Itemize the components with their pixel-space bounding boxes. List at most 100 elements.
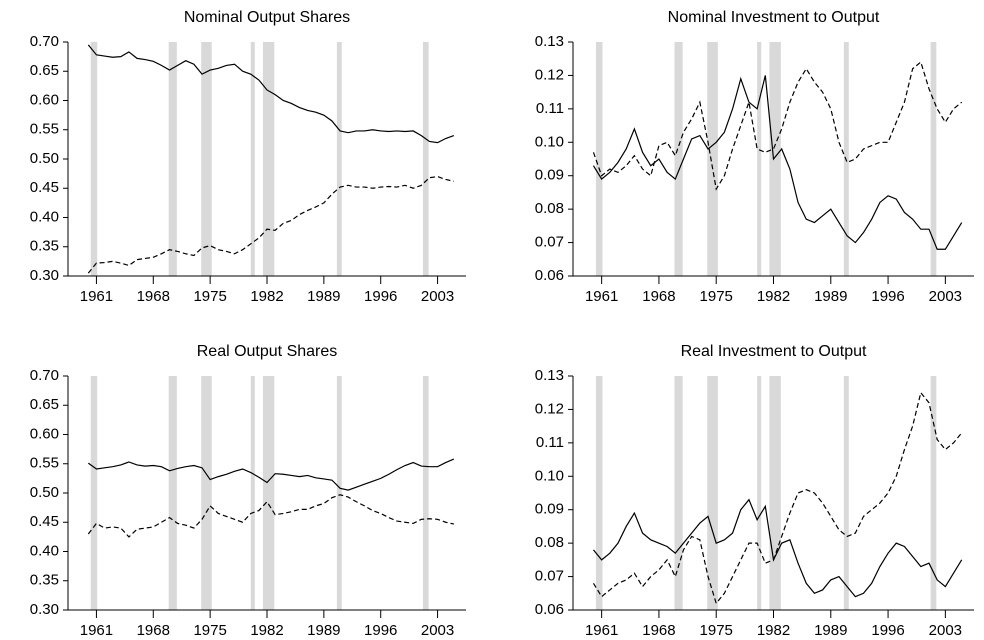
- recession-band: [168, 376, 177, 610]
- x-tick-label: 1975: [193, 622, 226, 639]
- y-tick-label: 0.06: [535, 601, 564, 618]
- recession-band: [595, 376, 603, 610]
- recession-band: [336, 42, 342, 276]
- y-tick-label: 0.60: [30, 425, 59, 442]
- x-tick-label: 1996: [871, 622, 904, 639]
- y-tick-label: 0.10: [535, 133, 564, 150]
- recession-band: [843, 376, 849, 610]
- x-tick-label: 1982: [757, 288, 790, 305]
- recession-band: [250, 376, 255, 610]
- x-tick-label: 1968: [137, 622, 170, 639]
- y-tick-label: 0.12: [535, 66, 564, 83]
- recession-band: [757, 42, 762, 276]
- series-line: [592, 391, 963, 605]
- x-tick-label: 1996: [871, 288, 904, 305]
- recession-band: [262, 376, 275, 610]
- x-tick-label: 1975: [700, 288, 733, 305]
- recession-band: [422, 42, 429, 276]
- y-tick-label: 0.11: [536, 100, 564, 117]
- x-tick-label: 1975: [193, 288, 226, 305]
- y-tick-label: 0.40: [30, 542, 59, 559]
- recession-band: [707, 42, 718, 276]
- y-tick-label: 0.65: [30, 62, 59, 79]
- recession-band: [90, 376, 98, 610]
- y-tick-label: 0.07: [535, 234, 564, 251]
- recession-band: [201, 376, 212, 610]
- y-tick-label: 0.10: [535, 467, 564, 484]
- y-tick-label: 0.70: [30, 367, 59, 384]
- y-tick-label: 0.70: [30, 33, 59, 50]
- chart-title: Nominal Output Shares: [184, 9, 350, 26]
- recession-band: [674, 376, 683, 610]
- recession-band: [336, 376, 342, 610]
- chart-title: Nominal Investment to Output: [668, 9, 880, 26]
- x-tick-label: 2003: [929, 288, 962, 305]
- series-line: [592, 498, 963, 598]
- recession-band: [707, 376, 718, 610]
- x-tick-label: 1982: [250, 622, 283, 639]
- y-tick-label: 0.12: [535, 400, 564, 417]
- x-tick-label: 1968: [642, 288, 675, 305]
- recession-band: [595, 42, 603, 276]
- x-tick-label: 1968: [137, 288, 170, 305]
- y-tick-label: 0.07: [535, 568, 564, 585]
- x-tick-label: 1989: [307, 288, 340, 305]
- y-tick-label: 0.40: [30, 208, 59, 225]
- y-tick-label: 0.08: [535, 200, 564, 217]
- y-tick-label: 0.55: [30, 455, 59, 472]
- recession-band: [168, 42, 177, 276]
- y-tick-label: 0.30: [30, 601, 59, 618]
- x-tick-label: 1982: [757, 622, 790, 639]
- series-line: [87, 175, 454, 274]
- recession-band: [250, 42, 255, 276]
- y-tick-label: 0.06: [535, 267, 564, 284]
- y-tick-label: 0.09: [535, 167, 564, 184]
- chart-title: Real Investment to Output: [681, 343, 867, 360]
- y-tick-label: 0.45: [30, 179, 59, 196]
- recession-band: [422, 376, 429, 610]
- recession-band: [201, 42, 212, 276]
- y-tick-label: 0.60: [30, 91, 59, 108]
- recession-band: [674, 42, 683, 276]
- y-tick-label: 0.45: [30, 513, 59, 530]
- chart-title: Real Output Shares: [197, 343, 338, 360]
- y-tick-label: 0.09: [535, 501, 564, 518]
- x-tick-label: 1989: [814, 288, 847, 305]
- recession-band: [769, 42, 781, 276]
- y-tick-label: 0.50: [30, 484, 59, 501]
- y-tick-label: 0.13: [535, 33, 564, 50]
- x-tick-label: 2003: [421, 288, 454, 305]
- y-tick-label: 0.13: [535, 367, 564, 384]
- x-tick-label: 1975: [700, 622, 733, 639]
- recession-band: [757, 376, 762, 610]
- x-tick-label: 2003: [421, 622, 454, 639]
- x-tick-label: 1989: [814, 622, 847, 639]
- y-tick-label: 0.08: [535, 534, 564, 551]
- y-tick-label: 0.35: [30, 572, 59, 589]
- recession-band: [90, 42, 98, 276]
- x-tick-label: 1961: [80, 622, 113, 639]
- series-line: [87, 494, 454, 538]
- series-line: [592, 61, 963, 191]
- recession-band: [930, 376, 937, 610]
- y-tick-label: 0.50: [30, 150, 59, 167]
- x-tick-label: 1968: [642, 622, 675, 639]
- x-tick-label: 1996: [364, 622, 397, 639]
- y-tick-label: 0.65: [30, 396, 59, 413]
- recession-band: [262, 42, 275, 276]
- x-tick-label: 1989: [307, 622, 340, 639]
- y-tick-label: 0.30: [30, 267, 59, 284]
- recession-band: [930, 42, 937, 276]
- x-tick-label: 1996: [364, 288, 397, 305]
- series-line: [87, 44, 455, 144]
- series-line: [87, 458, 455, 491]
- recession-band: [769, 376, 781, 610]
- x-tick-label: 1961: [585, 622, 618, 639]
- x-tick-label: 2003: [929, 622, 962, 639]
- x-tick-label: 1961: [80, 288, 113, 305]
- y-tick-label: 0.55: [30, 121, 59, 138]
- x-tick-label: 1961: [585, 288, 618, 305]
- x-tick-label: 1982: [250, 288, 283, 305]
